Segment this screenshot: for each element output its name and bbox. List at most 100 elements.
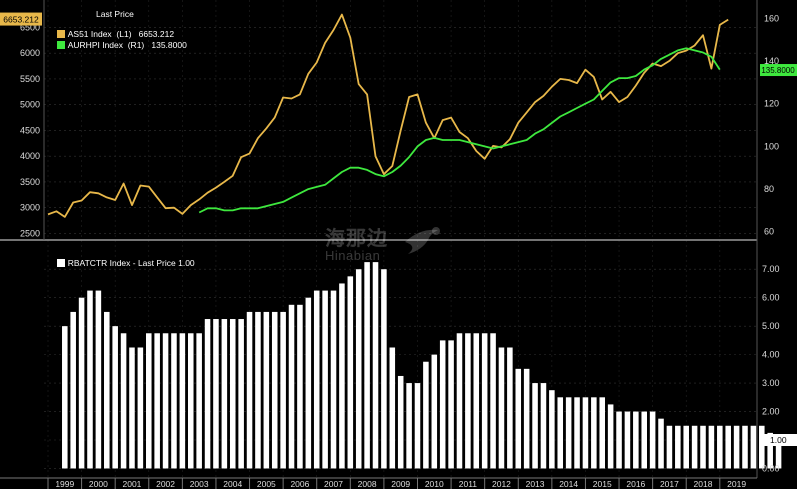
left-tick-label: 2500 (20, 228, 40, 238)
x-tick-label: 2016 (626, 479, 645, 489)
rate-bar (481, 333, 488, 469)
x-tick-label: 2002 (156, 479, 175, 489)
rate-bar (179, 333, 186, 469)
rate-bar (104, 311, 110, 469)
rate-bar (187, 333, 194, 469)
rate-bar (549, 390, 555, 469)
lower-tick-label: 4.00 (762, 350, 780, 360)
rate-bar (574, 397, 580, 469)
rate-bar (330, 290, 337, 469)
rate-bar (532, 383, 538, 469)
rate-bar (565, 397, 572, 469)
watermark-en: Hinabian (325, 248, 381, 263)
rate-bar (582, 397, 589, 469)
x-tick-label: 2015 (593, 479, 612, 489)
lower-tick-label: 6.00 (762, 293, 780, 303)
rate-bar (313, 290, 320, 469)
x-tick-label: 2010 (425, 479, 444, 489)
legend-aurhpi-name: AURHPI Index (R1) (67, 40, 145, 50)
rate-bar (322, 290, 328, 469)
lower-tick-label: 2.00 (762, 407, 780, 417)
legend-rbatctr-swatch (56, 259, 65, 267)
right-tick-label: 80 (764, 184, 774, 194)
rate-bars (62, 262, 782, 469)
rate-bar (120, 333, 127, 469)
rate-bar (154, 333, 160, 469)
rate-bar (129, 347, 135, 469)
rate-bar (624, 411, 631, 469)
rate-bar (767, 432, 773, 469)
rate-bar (162, 333, 169, 469)
rate-bar (171, 333, 177, 469)
right-tick-label: 140 (764, 56, 779, 66)
rate-bar (717, 425, 723, 469)
x-tick-label: 2018 (694, 479, 713, 489)
x-tick-label: 2009 (391, 479, 410, 489)
left-tick-label: 4500 (20, 125, 40, 135)
rate-bar (423, 361, 429, 469)
legend-rbatctr-name: RBATCTR Index - Last Price 1.00 (67, 258, 195, 268)
x-tick-label: 2013 (526, 479, 545, 489)
x-tick-label: 2017 (660, 479, 679, 489)
right-last-value-flag (760, 64, 797, 77)
rate-bar (439, 340, 446, 469)
rate-bar (683, 425, 689, 469)
rate-bar (675, 425, 681, 469)
rate-bar (305, 297, 312, 469)
legend-aurhpi-value: 135.8000 (151, 40, 187, 50)
rate-bar (196, 333, 202, 469)
rate-bar (70, 311, 76, 469)
lower-last-value: 1.00 (770, 435, 787, 445)
legend-as51-value: 6653.212 (138, 29, 175, 39)
right-tick-label: 120 (764, 99, 779, 109)
price-lines (47, 13, 729, 218)
rate-bar (145, 333, 152, 469)
rate-bar (221, 319, 228, 469)
rate-bar (213, 319, 219, 469)
legend-as51-name: AS51 Index (L1) (67, 29, 132, 39)
right-tick-label: 160 (764, 13, 779, 23)
x-tick-label: 2011 (459, 479, 478, 489)
left-tick-label: 6000 (20, 48, 40, 58)
rate-bar (347, 276, 354, 469)
rate-bar (204, 319, 211, 469)
left-tick-label: 3500 (20, 177, 40, 187)
rate-bar (750, 425, 757, 469)
x-tick-label: 1999 (55, 479, 74, 489)
rate-bar (633, 411, 639, 469)
x-tick-label: 2005 (257, 479, 276, 489)
left-tick-label: 5500 (20, 74, 40, 84)
legend-as51-swatch (56, 30, 65, 38)
rate-bar (456, 333, 463, 469)
x-tick-label: 2012 (492, 479, 511, 489)
rate-bar (431, 354, 438, 469)
right-tick-label: 100 (764, 141, 779, 151)
rate-bar (557, 397, 564, 469)
watermark-cn: 海那边 (325, 228, 388, 250)
x-tick-label: 2001 (123, 479, 142, 489)
rate-bar (708, 425, 715, 469)
rate-bar (465, 333, 471, 469)
rate-bar (649, 411, 656, 469)
lower-tick-label: 3.00 (762, 378, 780, 388)
rate-bar (389, 347, 396, 469)
as51-line (47, 13, 729, 218)
bird-logo-icon (405, 227, 440, 254)
rate-bar (733, 425, 740, 469)
rate-bar (523, 368, 530, 469)
x-tick-label: 2007 (324, 479, 343, 489)
upper-legend-header: Last Price (96, 9, 134, 19)
rate-bar (498, 347, 505, 469)
x-tick-label: 2004 (223, 479, 242, 489)
rate-bar (87, 290, 93, 469)
rate-bar (666, 425, 673, 469)
rate-bar (297, 304, 303, 469)
lower-tick-label: 7.00 (762, 264, 780, 274)
watermark: 海那边 Hinabian (325, 222, 388, 263)
left-last-value-flag (0, 12, 42, 26)
rate-bar (288, 304, 295, 469)
rate-bar (599, 397, 606, 469)
x-tick-label: 2014 (559, 479, 578, 489)
